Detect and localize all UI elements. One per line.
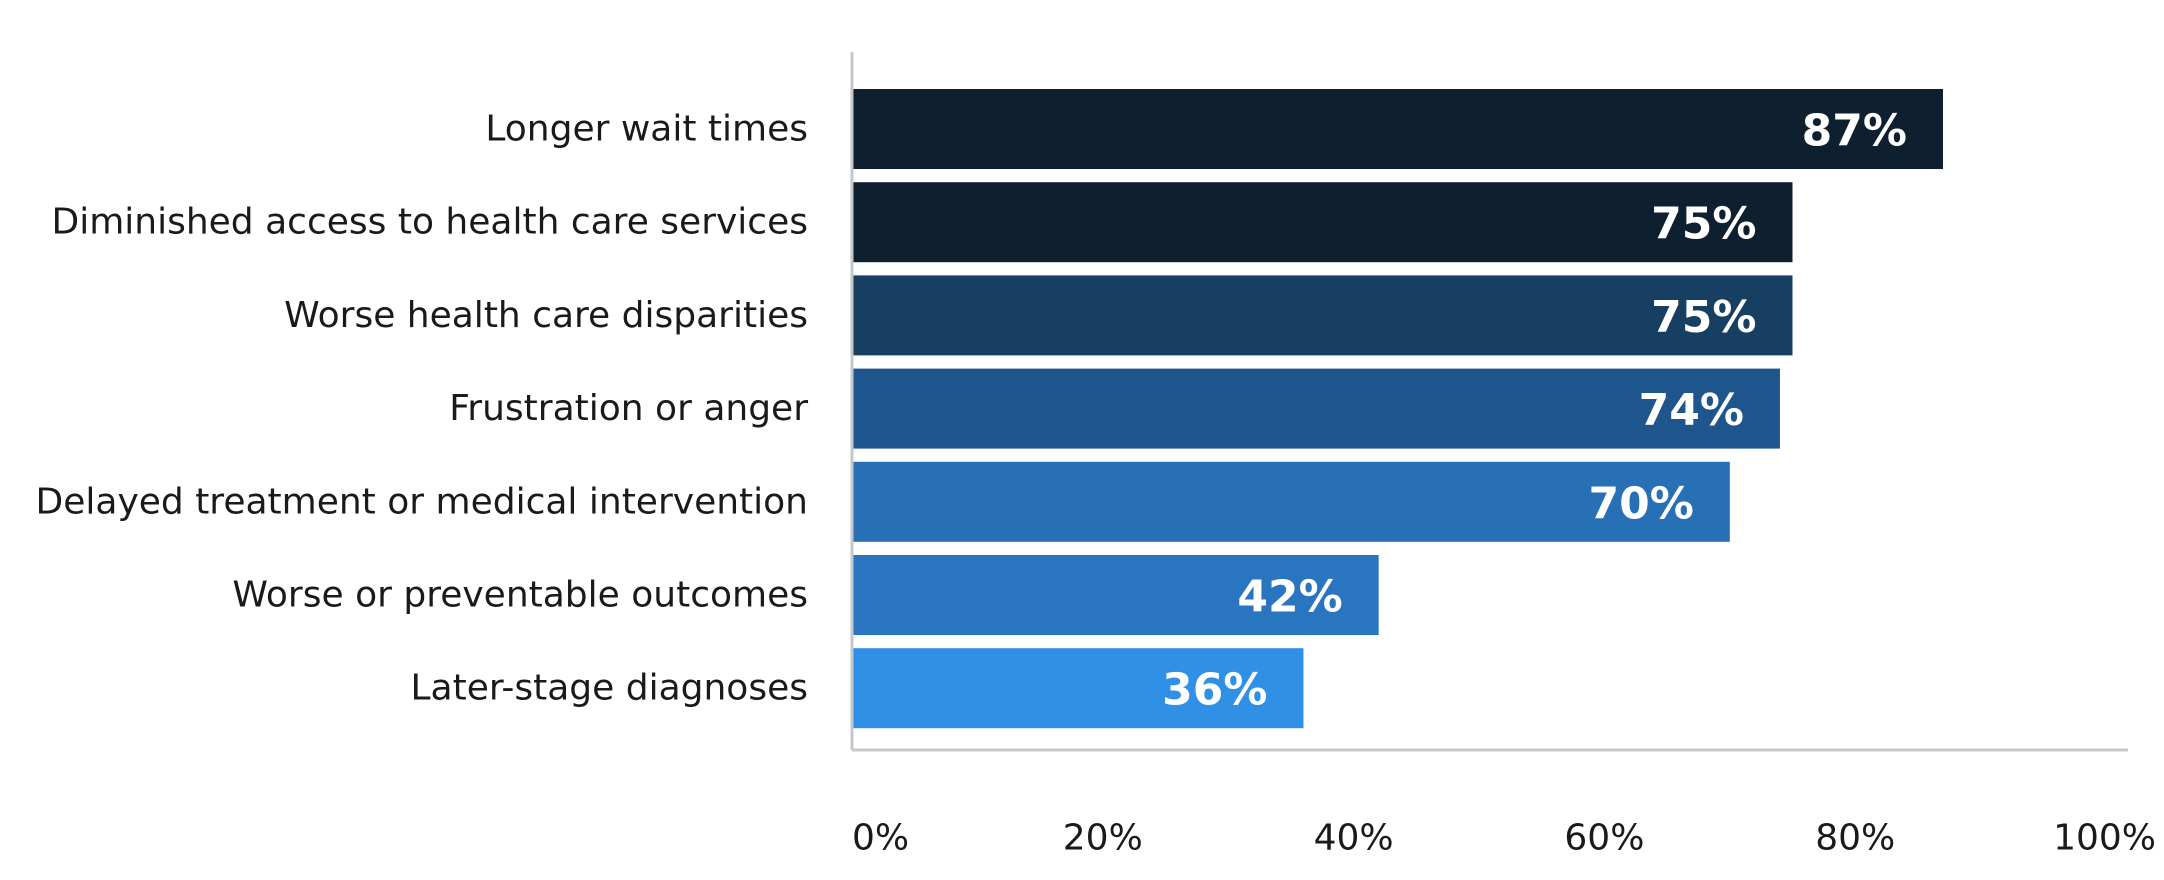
category-label: Worse health care disparities [284, 295, 808, 336]
category-labels-group: Longer wait times Diminished access to he… [36, 109, 809, 709]
x-tick-labels-group: 0% 20% 40% 60% 80% 100% [852, 818, 2156, 859]
bar [852, 555, 1379, 635]
category-label: Longer wait times [485, 109, 808, 150]
x-tick-label: 20% [1063, 818, 1143, 859]
category-label: Worse or preventable outcomes [232, 575, 808, 616]
bars-group [852, 89, 1943, 729]
bar [852, 182, 1793, 263]
category-label: Later-stage diagnoses [410, 668, 808, 709]
x-tick-label: 80% [1815, 818, 1895, 859]
bar [852, 461, 1730, 542]
bar-value-label: 74% [1639, 385, 1744, 436]
x-tick-label: 40% [1314, 818, 1394, 859]
bar [852, 275, 1793, 356]
category-label: Delayed treatment or medical interventio… [36, 481, 808, 522]
bar-value-label: 75% [1651, 292, 1756, 343]
x-tick-label: 0% [852, 818, 909, 859]
bar-value-label: 87% [1802, 106, 1907, 157]
bar [852, 89, 1943, 169]
bar-value-label: 42% [1237, 572, 1342, 623]
bar [852, 368, 1780, 449]
bar-value-label: 70% [1588, 478, 1693, 529]
category-label: Frustration or anger [449, 388, 808, 429]
x-tick-label: 60% [1564, 818, 1644, 859]
value-labels-group: 87% 75% 75% 74% 70% 42% 36% [1162, 106, 1907, 716]
category-label: Diminished access to health care service… [51, 202, 808, 243]
bar-value-label: 36% [1162, 665, 1267, 716]
bar [852, 648, 1304, 729]
x-tick-label: 100% [2053, 818, 2156, 859]
bar-value-label: 75% [1651, 199, 1756, 250]
